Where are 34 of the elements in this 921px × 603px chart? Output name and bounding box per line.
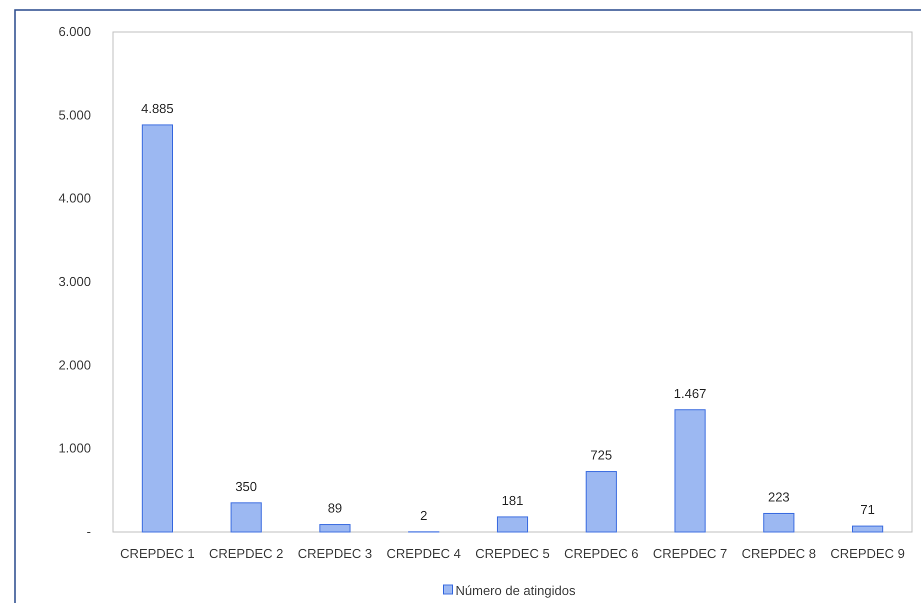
data-label: 4.885 bbox=[141, 100, 174, 116]
x-tick-label: CREPDEC 1 bbox=[120, 546, 195, 561]
x-tick-label: CREPDEC 4 bbox=[386, 546, 461, 561]
x-tick-label: CREPDEC 8 bbox=[742, 546, 816, 561]
x-tick-label: CREPDEC 5 bbox=[475, 546, 550, 561]
y-tick-label: 3.000 bbox=[58, 274, 91, 289]
x-tick-label: CREPDEC 3 bbox=[298, 546, 372, 561]
bar bbox=[674, 409, 706, 532]
y-tick-label: - bbox=[86, 524, 91, 539]
data-label: 181 bbox=[502, 492, 524, 508]
x-tick-label: CREPDEC 7 bbox=[652, 546, 728, 561]
data-label: 1.467 bbox=[674, 386, 706, 401]
y-tick-label: 4.000 bbox=[58, 190, 91, 206]
x-tick-label: CREPDEC 2 bbox=[208, 546, 284, 561]
data-label: 223 bbox=[768, 489, 790, 504]
data-label: 350 bbox=[235, 478, 258, 494]
y-tick-label: 2.000 bbox=[58, 357, 91, 372]
bar bbox=[230, 502, 262, 532]
bar bbox=[852, 526, 884, 532]
data-label: 71 bbox=[860, 502, 875, 518]
x-tick-label: CREPDEC 6 bbox=[564, 546, 638, 561]
bar bbox=[763, 512, 794, 532]
y-tick-label: 5.000 bbox=[58, 107, 91, 122]
bar bbox=[496, 516, 528, 532]
legend-label: Número de atingidos bbox=[456, 583, 576, 598]
y-tick-label: 1.000 bbox=[58, 440, 91, 456]
y-tick-label: 6.000 bbox=[58, 24, 91, 39]
data-label: 725 bbox=[590, 448, 612, 463]
bar bbox=[319, 524, 351, 532]
x-tick-label: CREPDEC 9 bbox=[830, 546, 905, 561]
data-label: 2 bbox=[420, 508, 428, 523]
data-label: 89 bbox=[328, 500, 342, 516]
bar bbox=[586, 471, 617, 532]
bar bbox=[142, 124, 173, 532]
